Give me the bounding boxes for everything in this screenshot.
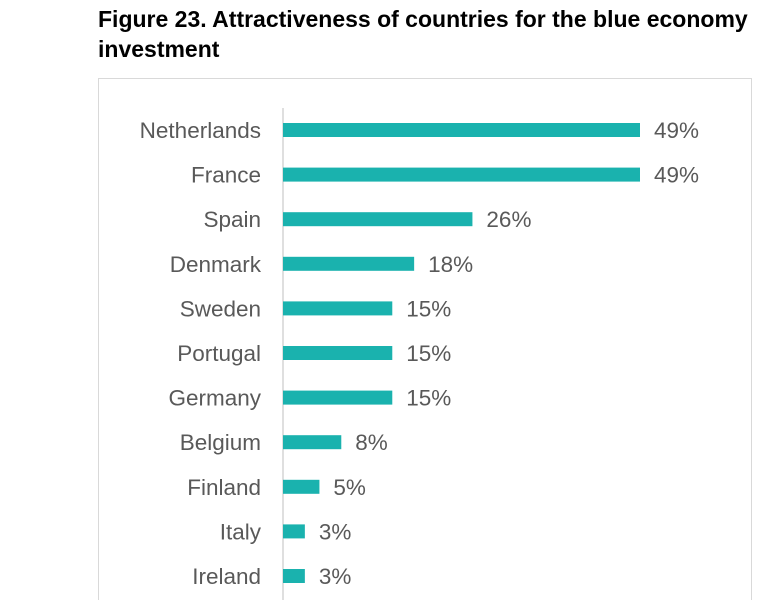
value-label-italy: 3% (319, 519, 352, 544)
category-label-italy: Italy (220, 519, 262, 544)
value-label-france: 49% (654, 163, 699, 188)
value-label-portugal: 15% (406, 341, 451, 366)
category-label-germany: Germany (168, 386, 261, 411)
value-label-spain: 26% (486, 207, 531, 232)
bar-sweden (283, 301, 393, 316)
bar-finland (283, 479, 320, 494)
value-label-finland: 5% (333, 475, 366, 500)
category-label-netherlands: Netherlands (140, 118, 261, 143)
category-label-belgium: Belgium (180, 430, 261, 455)
chart-title: Figure 23. Attractiveness of countries f… (98, 6, 748, 62)
bar-france (283, 167, 640, 182)
chart-frame (98, 78, 752, 600)
category-label-ireland: Ireland (192, 564, 261, 589)
category-label-sweden: Sweden (180, 296, 261, 321)
value-label-sweden: 15% (406, 296, 451, 321)
category-label-spain: Spain (203, 207, 261, 232)
category-label-finland: Finland (187, 475, 261, 500)
category-label-portugal: Portugal (177, 341, 261, 366)
bar-netherlands (283, 123, 640, 137)
value-label-germany: 15% (406, 386, 451, 411)
value-label-belgium: 8% (355, 430, 388, 455)
category-label-denmark: Denmark (170, 252, 262, 277)
bar-germany (283, 390, 393, 405)
category-label-france: France (191, 163, 261, 188)
bar-ireland (283, 569, 305, 583)
bar-denmark (283, 256, 415, 271)
bar-italy (283, 524, 305, 539)
value-label-netherlands: 49% (654, 118, 699, 143)
bar-spain (283, 212, 473, 227)
bar-belgium (283, 435, 342, 450)
value-label-denmark: 18% (428, 252, 473, 277)
bar-portugal (283, 346, 393, 360)
value-label-ireland: 3% (319, 564, 352, 589)
